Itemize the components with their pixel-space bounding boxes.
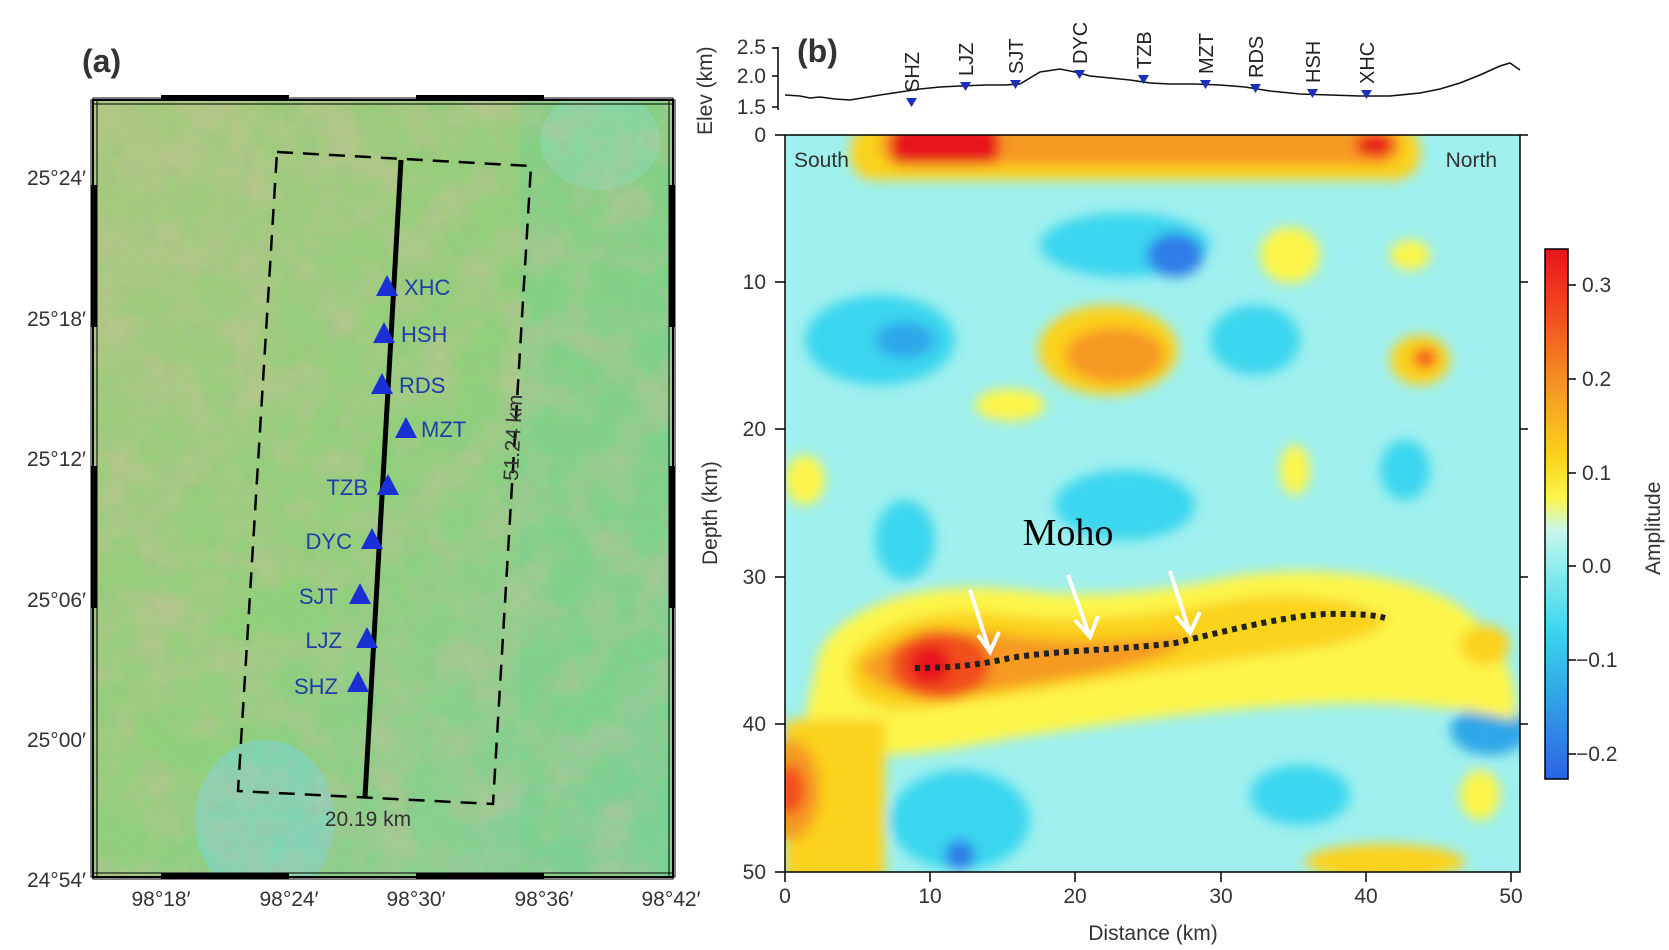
- station-label: TZB: [1134, 31, 1156, 69]
- lon-tick: 98°18′: [131, 888, 190, 911]
- panel-b: (b) Elev (km) 2.5 2.0 1.5 SHZ LJZ SJT DY…: [694, 22, 1665, 945]
- lon-tick: 98°24′: [259, 888, 318, 911]
- station-label: LJZ: [305, 628, 342, 653]
- station-label: MZT: [1196, 33, 1218, 74]
- distance-axis-label: Distance (km): [1088, 922, 1218, 945]
- station-label: TZB: [326, 475, 368, 500]
- station-label: SJT: [1006, 38, 1028, 74]
- section-frame: [784, 134, 1521, 873]
- distance-tick: 30: [1209, 885, 1232, 908]
- station-triangle: [377, 474, 399, 495]
- distance-tick: 20: [1063, 885, 1086, 908]
- station-label: SJT: [299, 584, 338, 609]
- distance-tick: 50: [1499, 885, 1522, 908]
- depth-tick: 10: [743, 271, 766, 294]
- colorbar: 0.3 0.2 0.1 0.0 −0.1 −0.2 Amplitude: [1544, 248, 1665, 780]
- station-label: HSH: [1303, 41, 1325, 83]
- latitude-ticks: 25°24′ 25°18′ 25°12′ 25°06′ 25°00′ 24°54…: [27, 167, 86, 892]
- depth-tick: 20: [743, 418, 766, 441]
- station-triangle: [376, 275, 398, 296]
- lon-tick: 98°42′: [641, 888, 700, 911]
- station-label: XHC: [404, 275, 451, 300]
- depth-tick: 0: [754, 124, 766, 147]
- station-triangle: [349, 583, 371, 604]
- station-label: XHC: [1357, 42, 1379, 84]
- colorbar-tick: 0.3: [1582, 274, 1611, 297]
- elev-tick: 1.5: [737, 96, 766, 119]
- station-markers-map: XHC HSH RDS MZT TZB DYC SJT LJZ SHZ: [294, 275, 466, 699]
- station-label: DYC: [306, 529, 353, 554]
- panel-a-label: (a): [82, 43, 121, 79]
- moho-trace: [914, 610, 1386, 671]
- elev-tick: 2.5: [737, 36, 766, 59]
- rf-section-image: [785, 135, 1520, 872]
- station-label: RDS: [399, 373, 445, 398]
- panel-b-label: (b): [797, 33, 838, 69]
- distance-tick: 10: [918, 885, 941, 908]
- moho-arrows: [968, 570, 1202, 657]
- colorbar-tick: −0.1: [1576, 649, 1617, 672]
- moho-label: Moho: [1023, 512, 1114, 554]
- distance-axis: 0 10 20 30 40 50 Distance (km): [779, 872, 1523, 945]
- station-label: DYC: [1070, 22, 1092, 64]
- depth-tick: 30: [743, 566, 766, 589]
- station-triangle: [361, 528, 383, 549]
- colorbar-tick: 0.2: [1582, 368, 1611, 391]
- lon-tick: 98°30′: [386, 888, 445, 911]
- colorbar-tick: −0.2: [1576, 743, 1617, 766]
- station-label: HSH: [401, 322, 447, 347]
- station-markers-section: SHZ LJZ SJT DYC TZB MZT RDS HSH XHC: [902, 22, 1379, 107]
- map-frame: [90, 95, 676, 880]
- lat-tick: 24°54′: [27, 869, 86, 892]
- longitude-ticks: 98°18′ 98°24′ 98°30′ 98°36′ 98°42′: [131, 888, 700, 911]
- south-label: South: [794, 149, 849, 172]
- lat-tick: 25°18′: [27, 308, 86, 331]
- box-length-label: 51.24 km: [500, 394, 527, 481]
- lat-tick: 25°12′: [27, 448, 86, 471]
- depth-axis: 0 10 20 30 40 50 Depth (km): [699, 124, 1528, 884]
- station-label: MZT: [421, 417, 466, 442]
- elevation-profile: Elev (km) 2.5 2.0 1.5: [694, 36, 1521, 135]
- elev-axis-label: Elev (km): [694, 46, 717, 135]
- lat-tick: 25°24′: [27, 167, 86, 190]
- panel-a: (a) 25°24′ 25°18′ 25°12′: [27, 43, 701, 911]
- lat-tick: 25°06′: [27, 589, 86, 612]
- profile-line: [362, 159, 404, 798]
- station-label: SHZ: [294, 674, 338, 699]
- station-label: LJZ: [956, 43, 978, 76]
- station-triangle: [371, 373, 393, 394]
- box-width-label: 20.19 km: [325, 808, 411, 831]
- north-label: North: [1446, 149, 1497, 172]
- colorbar-tick: 0.1: [1582, 462, 1611, 485]
- colorbar-tick: 0.0: [1582, 555, 1611, 578]
- station-triangle: [395, 417, 417, 438]
- elev-tick: 2.0: [737, 65, 766, 88]
- station-triangle: [347, 671, 369, 692]
- depth-tick: 40: [743, 713, 766, 736]
- depth-tick: 50: [743, 861, 766, 884]
- distance-tick: 0: [779, 885, 791, 908]
- depth-axis-label: Depth (km): [699, 461, 722, 565]
- profile-box: [236, 150, 533, 806]
- colorbar-label: Amplitude: [1642, 482, 1665, 575]
- lon-tick: 98°36′: [514, 888, 573, 911]
- station-triangle: [356, 627, 378, 648]
- distance-tick: 40: [1354, 885, 1377, 908]
- station-triangle: [373, 322, 395, 343]
- lat-tick: 25°00′: [27, 729, 86, 752]
- station-label: RDS: [1246, 36, 1268, 78]
- station-label: SHZ: [902, 52, 924, 92]
